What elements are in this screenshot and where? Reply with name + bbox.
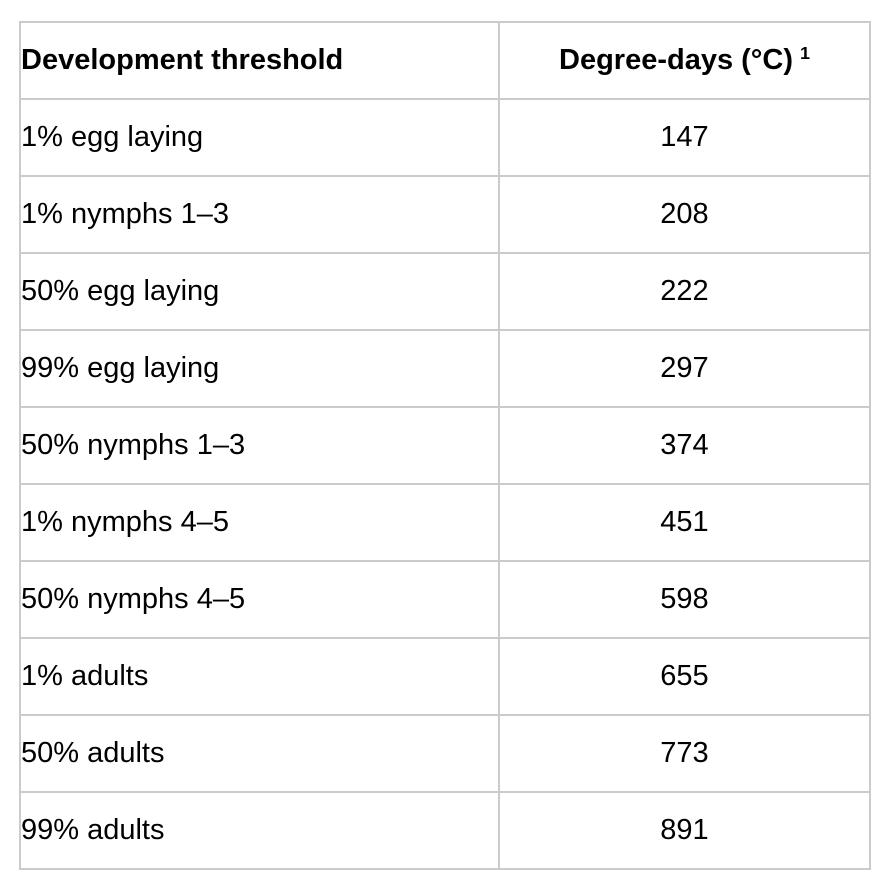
footnote-marker: 1 [800,43,810,64]
threshold-cell: 1% nymphs 1–3 [19,175,500,254]
table-row: 1% nymphs 4–5 451 [19,483,871,562]
degree-days-cell: 297 [498,329,871,408]
header-development-threshold: Development threshold [19,21,500,100]
threshold-cell: 1% egg laying [19,98,500,177]
threshold-cell: 99% adults [19,791,500,870]
table-row: 1% adults 655 [19,637,871,716]
table-row: 1% egg laying 147 [19,98,871,177]
table-body: 1% egg laying 147 1% nymphs 1–3 208 50% … [19,98,871,870]
table-row: 50% adults 773 [19,714,871,793]
header-degree-days-label: Degree-days (°C) [559,44,793,77]
degree-days-table: Development threshold Degree-days (°C) 1 … [19,21,871,870]
threshold-cell: 50% nymphs 4–5 [19,560,500,639]
degree-days-cell: 208 [498,175,871,254]
table-row: 50% egg laying 222 [19,252,871,331]
table-row: 1% nymphs 1–3 208 [19,175,871,254]
threshold-cell: 1% nymphs 4–5 [19,483,500,562]
table-row: 50% nymphs 1–3 374 [19,406,871,485]
threshold-cell: 1% adults [19,637,500,716]
degree-days-cell: 374 [498,406,871,485]
table-row: 99% adults 891 [19,791,871,870]
threshold-cell: 50% egg laying [19,252,500,331]
degree-days-cell: 655 [498,637,871,716]
header-degree-days: Degree-days (°C) 1 [498,21,871,100]
threshold-cell: 99% egg laying [19,329,500,408]
threshold-cell: 50% adults [19,714,500,793]
degree-days-cell: 773 [498,714,871,793]
degree-days-cell: 598 [498,560,871,639]
degree-days-cell: 891 [498,791,871,870]
header-row: Development threshold Degree-days (°C) 1 [19,21,871,100]
table-header: Development threshold Degree-days (°C) 1 [19,21,871,100]
degree-days-cell: 451 [498,483,871,562]
threshold-cell: 50% nymphs 1–3 [19,406,500,485]
degree-days-cell: 147 [498,98,871,177]
degree-days-cell: 222 [498,252,871,331]
table-row: 99% egg laying 297 [19,329,871,408]
table-row: 50% nymphs 4–5 598 [19,560,871,639]
